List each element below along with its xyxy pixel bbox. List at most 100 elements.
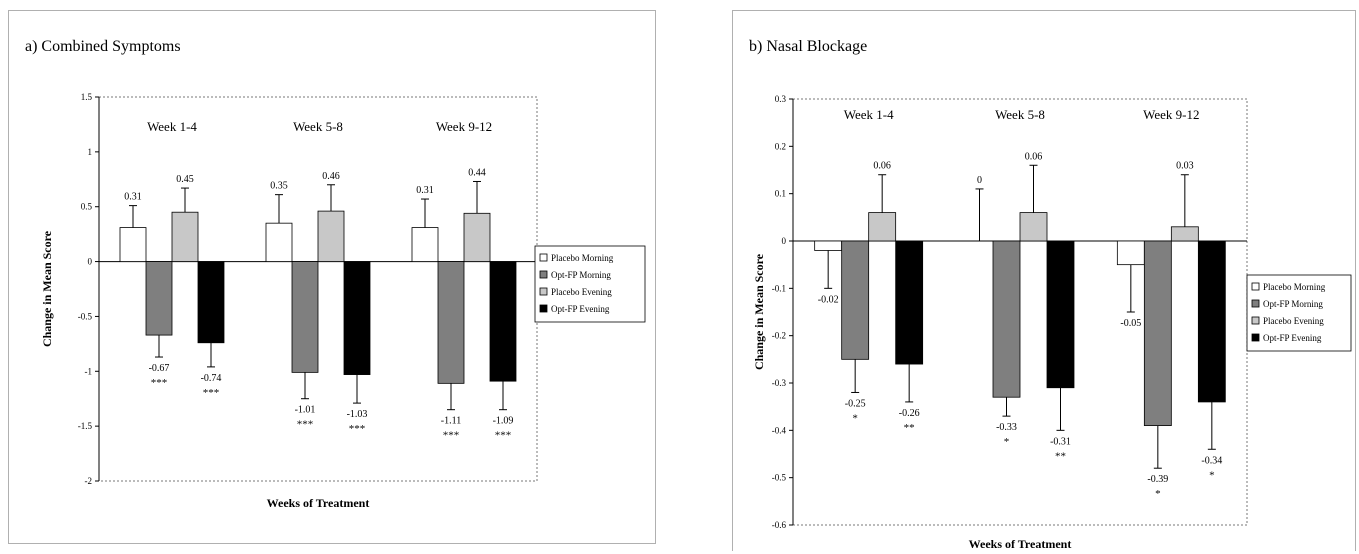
significance-marker: *: [1004, 436, 1010, 448]
bar: [1197, 240, 1226, 403]
bar: [1019, 212, 1048, 242]
data-label: -1.09: [493, 416, 514, 427]
data-label: -0.34: [1201, 455, 1222, 466]
data-label: 0.31: [124, 192, 142, 203]
y-tick-label: -2: [85, 476, 93, 486]
legend-box: [534, 245, 646, 323]
significance-marker: ***: [495, 430, 512, 442]
group-label: Week 1-4: [844, 107, 894, 122]
group-label: Week 5-8: [995, 107, 1045, 122]
bar: [895, 240, 924, 365]
bar: [814, 240, 843, 251]
bar: [265, 222, 293, 262]
y-tick-label: 0.3: [775, 94, 787, 104]
data-label: 0.46: [322, 171, 340, 182]
data-label: -0.39: [1147, 474, 1168, 485]
significance-marker: **: [904, 422, 915, 434]
chart-panel-nasal-blockage: b) Nasal Blockage 0.3 0.2 0.1 0 -0.1 -0.2 -0.3…: [732, 10, 1356, 551]
data-label: 0.35: [270, 181, 288, 192]
legend-label: Placebo Morning: [1263, 282, 1326, 292]
group-label: Week 1-4: [147, 119, 197, 134]
y-tick-label: -0.6: [772, 520, 787, 530]
significance-marker: *: [1155, 488, 1161, 500]
bar: [992, 240, 1021, 398]
data-label: -0.31: [1050, 436, 1071, 447]
y-tick-label: -0.2: [772, 331, 786, 341]
combined-symptoms-chart: a) Combined Symptoms 1.5 1 0.5 0 -0.5 -1 -1.5 -…: [25, 38, 646, 510]
data-label: -1.01: [295, 405, 316, 416]
data-label: 0.06: [1025, 151, 1043, 162]
legend-label: Placebo Evening: [551, 287, 612, 297]
legend-swatch: [1251, 333, 1260, 342]
significance-marker: ***: [297, 419, 314, 431]
significance-marker: *: [852, 412, 858, 424]
legend-swatch: [1251, 282, 1260, 291]
y-tick-label: -1: [85, 366, 93, 376]
data-label: -0.02: [818, 294, 839, 305]
data-label: -0.05: [1120, 318, 1141, 329]
legend-box: [1246, 274, 1352, 352]
y-tick-label: -0.3: [772, 378, 787, 388]
data-label: -0.74: [201, 373, 222, 384]
x-axis-label: Weeks of Treatment: [969, 537, 1072, 551]
data-label: 0.06: [873, 161, 891, 172]
data-label: -1.03: [347, 409, 368, 420]
bar: [1143, 240, 1172, 427]
y-tick-label: 0.1: [775, 189, 786, 199]
legend-swatch: [1251, 316, 1260, 325]
y-tick-label: 0: [782, 236, 787, 246]
legend-label: Placebo Morning: [551, 253, 614, 263]
data-label: -0.67: [149, 363, 170, 374]
legend-label: Opt-FP Evening: [551, 304, 610, 314]
chart-panel-combined-symptoms: a) Combined Symptoms 1.5 1 0.5 0 -0.5 -1 -1.5 -…: [8, 10, 656, 544]
x-axis-label: Weeks of Treatment: [267, 496, 370, 510]
group-label: Week 5-8: [293, 119, 343, 134]
significance-marker: *: [1209, 469, 1215, 481]
legend-label: Opt-FP Morning: [551, 270, 611, 280]
y-tick-label: 1.5: [81, 92, 93, 102]
y-tick-label: 0.5: [81, 202, 93, 212]
y-axis-label: Change in Mean Score: [752, 253, 766, 370]
significance-marker: ***: [151, 377, 168, 389]
data-label: 0.44: [468, 167, 486, 178]
y-tick-label: -0.1: [772, 283, 786, 293]
nasal-blockage-chart: b) Nasal Blockage 0.3 0.2 0.1 0 -0.1 -0.2 -0.3…: [749, 38, 1352, 551]
data-label: 0.45: [176, 174, 194, 185]
bar: [119, 227, 147, 262]
significance-marker: ***: [443, 430, 460, 442]
bar: [868, 212, 897, 242]
significance-marker: ***: [349, 423, 366, 435]
bar: [197, 261, 225, 344]
y-tick-label: 1: [88, 147, 93, 157]
bar: [171, 211, 199, 262]
data-label: 0.03: [1176, 161, 1194, 172]
bar: [343, 261, 371, 375]
bar: [489, 261, 517, 382]
y-tick-label: -1.5: [78, 421, 93, 431]
chart-title: a) Combined Symptoms: [25, 38, 181, 55]
bar: [1170, 226, 1199, 242]
data-label: -0.33: [996, 422, 1017, 433]
legend-swatch: [539, 270, 548, 279]
significance-marker: ***: [203, 387, 220, 399]
legend-label: Opt-FP Morning: [1263, 299, 1323, 309]
data-label: 0.31: [416, 185, 434, 196]
y-tick-label: 0.2: [775, 141, 786, 151]
group-label: Week 9-12: [436, 119, 492, 134]
bar: [437, 261, 465, 384]
bar: [463, 212, 491, 262]
y-tick-label: -0.5: [78, 311, 93, 321]
legend-swatch: [1251, 299, 1260, 308]
y-tick-label: -0.5: [772, 473, 787, 483]
group-label: Week 9-12: [1143, 107, 1199, 122]
legend-swatch: [539, 287, 548, 296]
significance-marker: **: [1055, 450, 1066, 462]
data-label: -0.25: [845, 398, 866, 409]
chart-title: b) Nasal Blockage: [749, 38, 867, 55]
y-axis-label: Change in Mean Score: [40, 230, 54, 347]
legend-label: Placebo Evening: [1263, 316, 1324, 326]
data-label: -1.11: [441, 416, 461, 427]
bar: [1116, 240, 1145, 266]
bar: [291, 261, 319, 373]
legend-label: Opt-FP Evening: [1263, 333, 1322, 343]
